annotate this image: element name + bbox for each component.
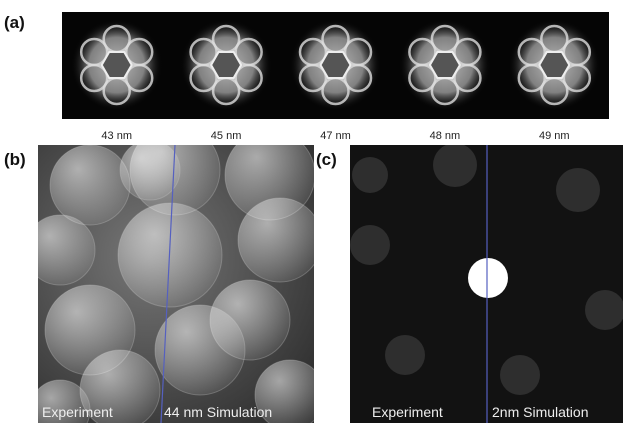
pattern-hexagon <box>211 52 241 78</box>
faint-disk <box>556 168 600 212</box>
thickness-label: 47 nm <box>320 130 351 142</box>
central-disk <box>468 258 508 298</box>
diffraction-disk <box>50 145 130 225</box>
panel-label: (b) <box>4 150 26 169</box>
panel-b-image <box>25 125 325 423</box>
thickness-label: 43 nm <box>101 130 132 142</box>
pattern-hexagon <box>539 52 569 78</box>
figure: (a) 43 nm 45 nm 47 nm 48 nm 49 nm (b) Experi… <box>0 0 627 423</box>
thickness-label: 49 nm <box>539 130 570 142</box>
caption: Experiment <box>372 404 443 420</box>
faint-disk <box>350 225 390 265</box>
faint-disk <box>500 355 540 395</box>
faint-disk <box>585 290 625 330</box>
panel-label: (a) <box>4 13 25 32</box>
pattern-hexagon <box>430 52 460 78</box>
panel-label: (c) <box>316 150 337 169</box>
faint-disk <box>385 335 425 375</box>
caption: 2nm Simulation <box>492 404 589 420</box>
pattern-hexagon <box>321 52 351 78</box>
diffraction-disk <box>25 215 95 285</box>
caption: 44 nm Simulation <box>164 404 272 420</box>
faint-disk <box>352 157 388 193</box>
diffraction-disk <box>155 305 245 395</box>
pattern-strip: 43 nm 45 nm 47 nm 48 nm 49 nm <box>71 19 601 142</box>
thickness-label: 45 nm <box>211 130 242 142</box>
diffraction-disk <box>120 140 180 200</box>
caption: Experiment <box>42 404 113 420</box>
pattern-hexagon <box>102 52 132 78</box>
diffraction-disk <box>238 198 322 282</box>
thickness-label: 48 nm <box>430 130 461 142</box>
faint-disk <box>433 143 477 187</box>
